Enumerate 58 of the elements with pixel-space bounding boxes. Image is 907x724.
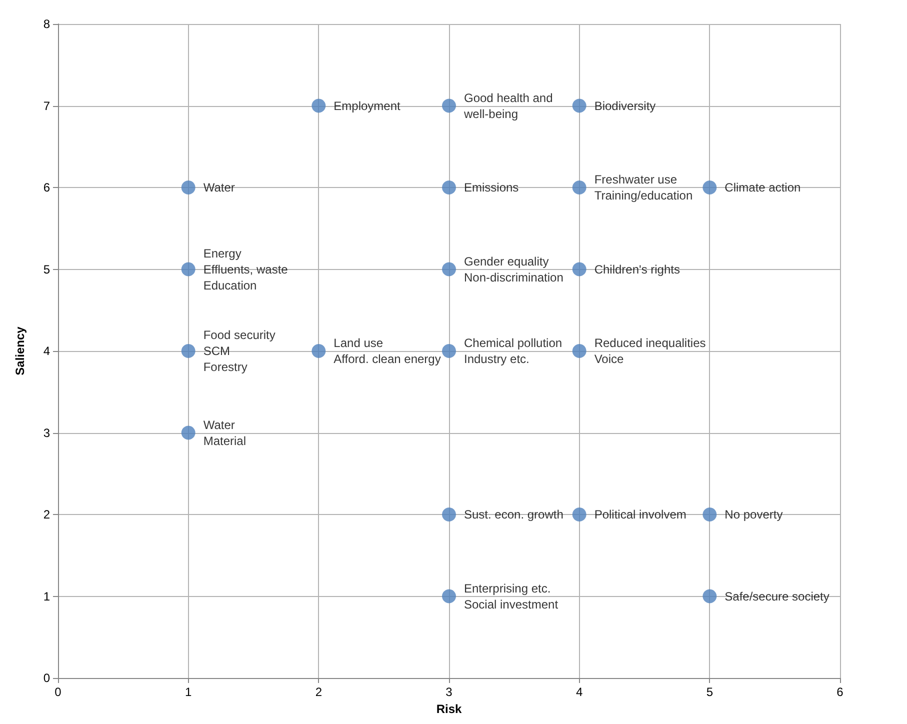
point	[442, 98, 456, 113]
y-axis-title: Saliency	[13, 326, 27, 376]
y-tick-label: 3	[43, 426, 50, 440]
point	[442, 508, 456, 522]
point	[572, 98, 586, 113]
annotation: Good health and well-being	[463, 90, 553, 121]
x-tick-label: 5	[706, 685, 714, 699]
annotation: Climate action	[724, 180, 801, 194]
point	[442, 180, 456, 194]
annotation: Land use Afford. clean energy	[334, 336, 441, 366]
annotation: Political involvem	[594, 508, 686, 522]
point	[702, 508, 717, 522]
point	[572, 508, 586, 522]
annotation: Biodiversity	[594, 98, 656, 113]
x-tick-label: 1	[184, 685, 192, 699]
x-tick-label: 3	[446, 685, 453, 699]
point	[181, 180, 196, 194]
x-axis-title: Risk	[436, 702, 462, 716]
annotation: Children's rights	[594, 262, 680, 276]
point	[702, 180, 717, 194]
annotation: Employment	[334, 98, 402, 113]
point	[442, 589, 456, 604]
y-tick-label: 1	[43, 589, 50, 604]
y-tick-label: 6	[43, 180, 50, 194]
y-tick-label: 8	[43, 17, 50, 31]
x-tick-label: 4	[576, 685, 583, 699]
annotation: Chemical pollution Industry etc.	[464, 336, 562, 366]
point	[442, 344, 456, 358]
annotation: Emissions	[464, 180, 519, 194]
annotation: Freshwater use Training/education	[594, 172, 693, 202]
point	[572, 180, 586, 194]
point	[572, 344, 586, 358]
x-tick-label: 6	[836, 685, 844, 699]
point	[572, 262, 586, 276]
y-tick-label: 5	[43, 262, 50, 276]
point	[442, 262, 456, 276]
x-tick-label: 0	[54, 685, 62, 699]
annotation: Energy Effluents, waste Education	[203, 246, 288, 292]
point	[312, 98, 326, 113]
point	[181, 344, 196, 358]
annotation: Sust. econ. growth	[464, 508, 564, 522]
y-tick-label: 0	[43, 671, 50, 685]
point	[181, 426, 196, 440]
annotation: No poverty	[724, 508, 783, 522]
y-tick-label: 2	[43, 508, 50, 522]
annotation: Safe/secure society	[724, 589, 830, 604]
annotation: Reduced inequalities Voice	[594, 336, 706, 366]
point	[312, 344, 326, 358]
annotation: Gender equality Non-discrimination	[464, 254, 564, 284]
annotation: Water Material	[203, 418, 246, 448]
x-tick-label: 2	[315, 685, 322, 699]
annotation: Water	[203, 180, 235, 194]
annotation: Enterprising etc. Social investment	[464, 581, 559, 612]
point	[181, 262, 196, 276]
point	[702, 589, 717, 604]
y-tick-label: 4	[43, 344, 50, 358]
annotation: Food security SCM Forestry	[203, 328, 276, 374]
y-tick-label: 7	[43, 98, 50, 113]
